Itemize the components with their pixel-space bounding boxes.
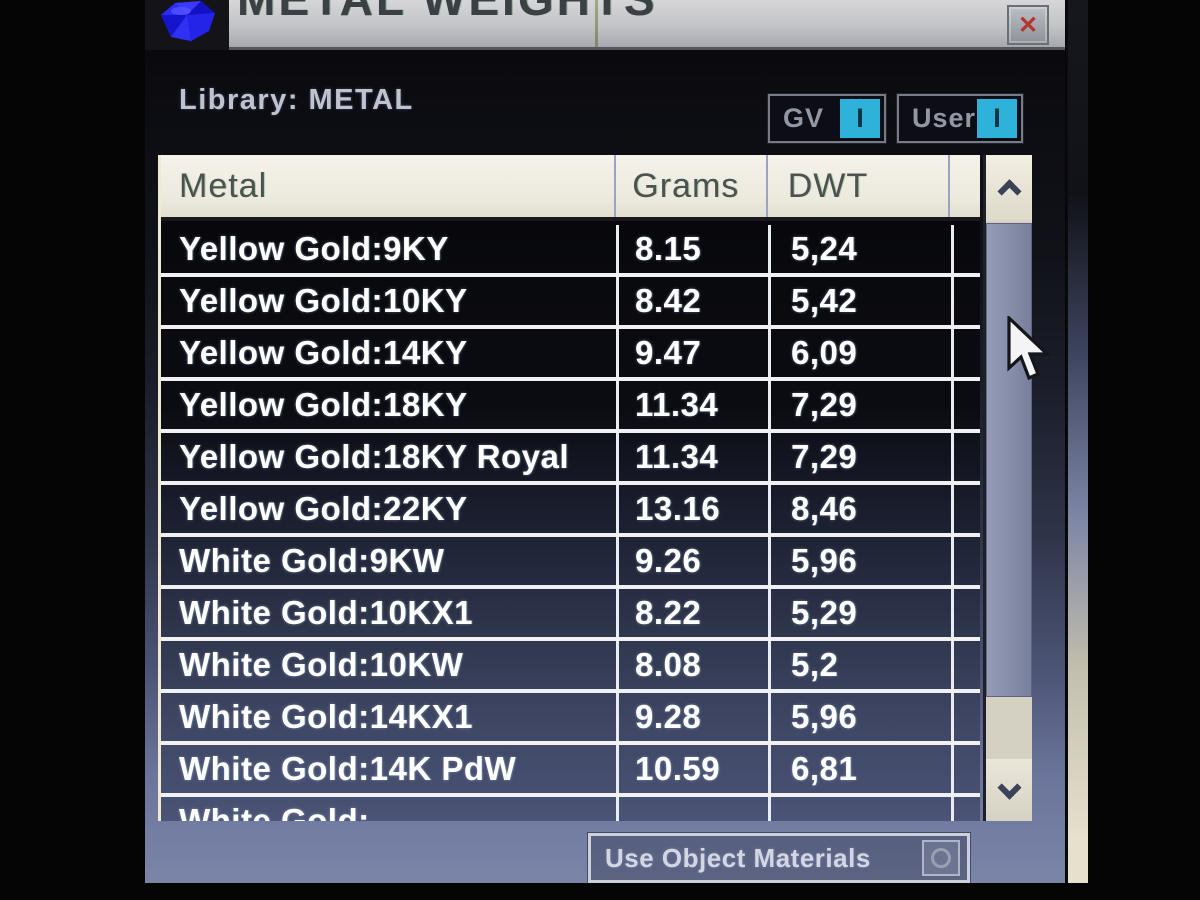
grams-cell: 8.15 — [616, 225, 768, 273]
spare-cell — [951, 225, 980, 273]
table-row[interactable]: White Gold:14K PdW 10.59 6,81 — [161, 745, 980, 797]
grams-cell: 9.47 — [616, 329, 768, 377]
grams-cell: 8.42 — [616, 277, 768, 325]
column-header-spare — [948, 155, 980, 217]
metal-cell: White Gold:14K PdW — [179, 750, 517, 787]
dwt-cell: 8,46 — [768, 485, 951, 533]
spare-cell — [951, 381, 980, 429]
metal-cell: White Gold:10KX1 — [179, 594, 474, 631]
window-titlebar[interactable]: METAL WEIGHTS ✕ — [229, 0, 1065, 50]
scrollbar-track[interactable] — [986, 221, 1032, 759]
grams-cell — [616, 797, 768, 821]
spare-cell — [951, 693, 980, 741]
grams-cell: 11.34 — [616, 433, 768, 481]
grams-cell: 8.22 — [616, 589, 768, 637]
table-row[interactable]: Yellow Gold:10KY 8.42 5,42 — [161, 277, 980, 329]
spare-cell — [951, 433, 980, 481]
library-label: Library: METAL — [179, 84, 414, 116]
dwt-cell: 7,29 — [768, 433, 951, 481]
user-toggle-label: User — [912, 103, 977, 133]
table-rows-viewport: Yellow Gold:9KY 8.15 5,24 Yellow Gold:10… — [161, 225, 980, 821]
spare-cell — [951, 329, 980, 377]
table-row[interactable]: White Gold:9KW 9.26 5,96 — [161, 537, 980, 589]
app-icon — [145, 0, 229, 50]
column-header-dwt[interactable]: DWT — [765, 155, 948, 217]
metal-cell: Yellow Gold:10KY — [179, 282, 468, 319]
dwt-cell: 5,24 — [768, 225, 951, 273]
gv-toggle-button[interactable]: GV I — [768, 94, 886, 143]
metal-cell: Yellow Gold:9KY — [179, 230, 449, 267]
user-toggle-button[interactable]: User I — [897, 94, 1023, 143]
table-row[interactable]: Yellow Gold:14KY 9.47 6,09 — [161, 329, 980, 381]
dwt-cell: 5,96 — [768, 537, 951, 585]
gv-toggle-label: GV — [783, 103, 825, 133]
scroll-down-button[interactable] — [986, 759, 1032, 821]
spare-cell — [951, 277, 980, 325]
dwt-cell: 5,29 — [768, 589, 951, 637]
metal-cell: Yellow Gold:14KY — [179, 334, 468, 371]
spare-cell — [951, 485, 980, 533]
close-button[interactable]: ✕ — [1007, 5, 1049, 45]
close-icon: ✕ — [1017, 11, 1039, 39]
table-header-row: Metal Grams DWT — [161, 155, 980, 221]
scroll-up-button[interactable] — [986, 155, 1032, 221]
radio-circle-icon — [931, 848, 951, 868]
spare-cell — [951, 589, 980, 637]
grams-cell: 13.16 — [616, 485, 768, 533]
metal-cell: Yellow Gold:18KY Royal — [179, 438, 570, 475]
table-row[interactable]: White Gold:14KX1 9.28 5,96 — [161, 693, 980, 745]
titlebar-divider — [595, 0, 598, 47]
table-grid: Metal Grams DWT Yellow Gold:9KY 8.15 5,2… — [158, 155, 980, 821]
use-object-materials-label: Use Object Materials — [605, 842, 871, 873]
table-row[interactable]: Yellow Gold:9KY 8.15 5,24 — [161, 225, 980, 277]
spare-cell — [951, 537, 980, 585]
spare-cell — [951, 745, 980, 793]
grams-cell: 10.59 — [616, 745, 768, 793]
dwt-cell: 7,29 — [768, 381, 951, 429]
column-header-grams[interactable]: Grams — [614, 155, 765, 217]
table-row[interactable]: White Gold:10KX1 8.22 5,29 — [161, 589, 980, 641]
spare-cell — [951, 797, 980, 821]
metal-cell: White Gold:14KX1 — [179, 698, 474, 735]
window-title: METAL WEIGHTS — [237, 0, 658, 26]
user-toggle-indicator[interactable]: I — [977, 99, 1017, 138]
screen-edge-bezel — [1066, 0, 1088, 883]
grams-cell: 8.08 — [616, 641, 768, 689]
dwt-cell: 5,42 — [768, 277, 951, 325]
dwt-cell: 5,96 — [768, 693, 951, 741]
metal-cell: White Gold:10KW — [179, 646, 464, 683]
spare-cell — [951, 641, 980, 689]
metal-cell: Yellow Gold:18KY — [179, 386, 468, 423]
metal-cell: Yellow Gold:22KY — [179, 490, 468, 527]
dwt-cell: 5,2 — [768, 641, 951, 689]
grams-cell: 9.26 — [616, 537, 768, 585]
table-row-clipped[interactable]: White Gold: — [161, 797, 980, 821]
chevron-up-icon — [996, 178, 1022, 203]
table-row[interactable]: Yellow Gold:18KY 11.34 7,29 — [161, 381, 980, 433]
table-row[interactable]: Yellow Gold:22KY 13.16 8,46 — [161, 485, 980, 537]
radio-button[interactable] — [922, 840, 960, 876]
blue-gem-icon — [161, 1, 215, 41]
table-row[interactable]: White Gold:10KW 8.08 5,2 — [161, 641, 980, 693]
metal-cell: White Gold:9KW — [179, 542, 445, 579]
dwt-cell: 6,09 — [768, 329, 951, 377]
grams-cell: 9.28 — [616, 693, 768, 741]
grams-cell: 11.34 — [616, 381, 768, 429]
dwt-cell: 6,81 — [768, 745, 951, 793]
table-row[interactable]: Yellow Gold:18KY Royal 11.34 7,29 — [161, 433, 980, 485]
column-header-metal[interactable]: Metal — [179, 166, 268, 205]
dwt-cell — [768, 797, 951, 821]
vertical-scrollbar[interactable] — [983, 155, 1032, 821]
gv-toggle-indicator[interactable]: I — [840, 99, 880, 138]
chevron-down-icon — [996, 775, 1022, 800]
use-object-materials-button[interactable]: Use Object Materials — [588, 833, 970, 883]
metal-cell: White Gold: — [179, 802, 370, 821]
scrollbar-thumb[interactable] — [986, 223, 1032, 697]
metal-weights-dialog: Library: METAL GV I User I Metal Grams D… — [145, 50, 1065, 883]
metal-weights-table: Metal Grams DWT Yellow Gold:9KY 8.15 5,2… — [158, 155, 1032, 821]
